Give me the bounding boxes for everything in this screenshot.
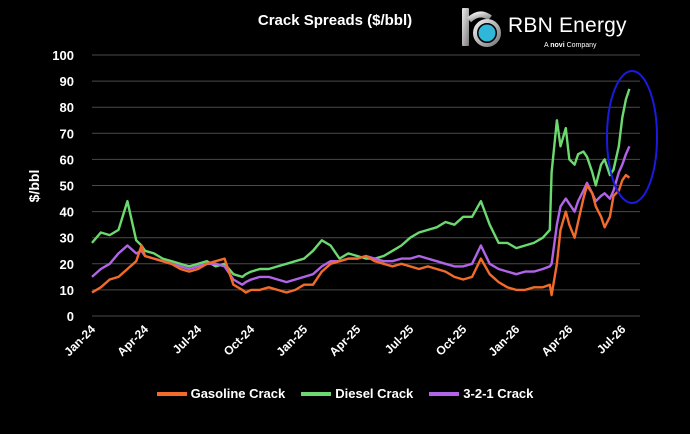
x-tick-label: Oct-25 [433, 322, 470, 359]
chart-title: Crack Spreads ($/bbl) [257, 12, 413, 29]
legend-swatch [301, 391, 332, 396]
y-tick-label: 20 [60, 257, 74, 272]
x-tick-label: Apr-25 [327, 322, 364, 359]
y-tick-label: 10 [60, 283, 74, 298]
y-tick-label: 30 [60, 231, 74, 246]
rbn-logo: RBN Energy A novi Company [460, 6, 630, 54]
x-tick-label: Jul-24 [170, 322, 205, 357]
legend-item: 3-2-1 Crack [429, 386, 533, 401]
series-line-3-2-1-crack [91, 145, 631, 286]
x-tick-label: Oct-24 [221, 322, 258, 359]
y-tick-label: 0 [67, 309, 74, 324]
series-line-diesel-crack [91, 88, 631, 279]
series-line-gasoline-crack [91, 173, 631, 297]
y-tick-label: 90 [60, 74, 74, 89]
x-tick-label: Apr-26 [539, 322, 576, 359]
highlight-ellipse [606, 70, 658, 204]
legend-label: Gasoline Crack [190, 386, 286, 401]
grid-lines [92, 54, 640, 317]
y-tick-label: 40 [60, 205, 74, 220]
legend-swatch [156, 391, 187, 396]
x-tick-label: Jan-24 [61, 322, 98, 359]
x-tick-label: Jul-25 [382, 322, 417, 357]
rbn-logo-icon [462, 8, 501, 47]
x-tick-label: Jan-25 [273, 322, 310, 359]
legend-item: Gasoline Crack [156, 386, 286, 401]
x-tick-label: Jul-26 [594, 322, 629, 357]
x-axis-ticks: Jan-24 Apr-24 Jul-24 Oct-24 Jan-25 Apr-25 Jul-… [61, 322, 628, 359]
y-tick-label: 50 [60, 179, 74, 194]
y-axis-label: $/bbl [26, 170, 42, 203]
y-tick-label: 80 [60, 100, 74, 115]
series-lines [91, 88, 631, 297]
y-tick-label: 100 [52, 48, 74, 63]
x-tick-label: Apr-24 [114, 322, 151, 359]
legend-swatch [429, 391, 460, 396]
logo-brand: RBN Energy [508, 14, 627, 37]
logo-tagline: A novi Company [544, 42, 597, 49]
y-tick-label: 60 [60, 152, 74, 167]
y-axis-ticks: 0 10 20 30 40 50 60 70 80 90 100 [52, 48, 74, 324]
legend-label: Diesel Crack [335, 386, 414, 401]
x-tick-label: Jan-26 [486, 322, 523, 359]
legend: Gasoline Crack Diesel Crack 3-2-1 Crack [0, 386, 690, 401]
legend-label: 3-2-1 Crack [463, 386, 534, 401]
legend-item: Diesel Crack [301, 386, 413, 401]
y-tick-label: 70 [60, 126, 74, 141]
